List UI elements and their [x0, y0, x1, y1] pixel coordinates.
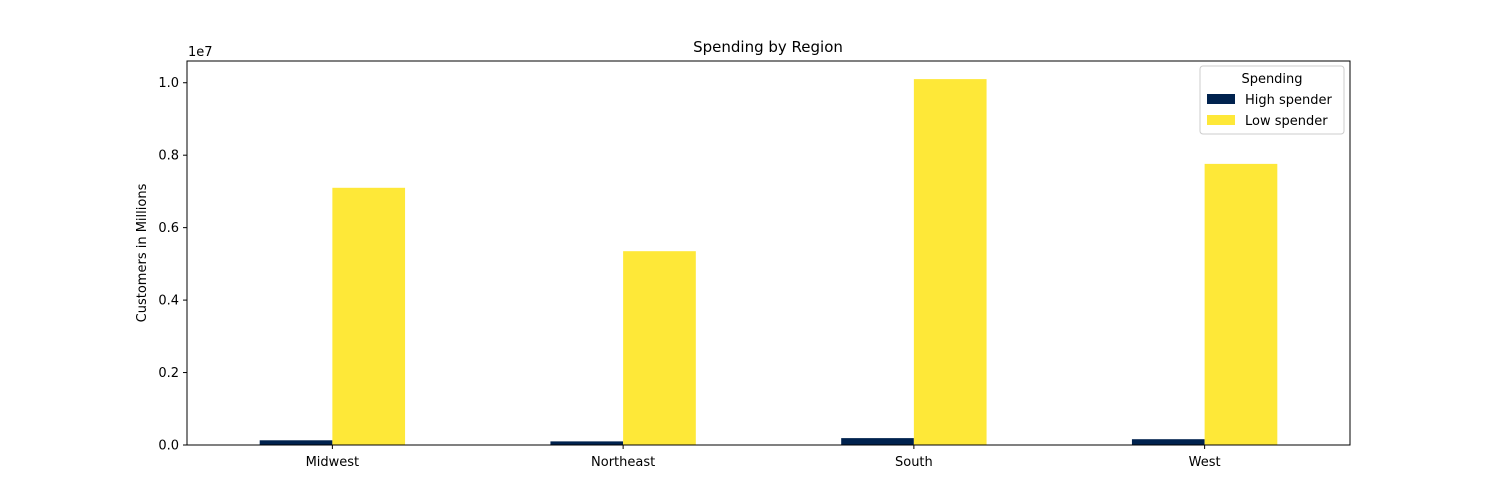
legend-box	[1199, 65, 1345, 135]
x-tick-label-south: South	[895, 455, 933, 470]
y-tick-label: 0.8	[158, 149, 179, 164]
plot-frame	[186, 60, 1351, 446]
legend-swatch-low-spender	[1207, 115, 1235, 125]
x-tick-label-midwest: Midwest	[306, 455, 360, 470]
y-tick-label: 0.2	[158, 366, 179, 381]
y-axis: 0.0 0.2 0.4 0.6 0.8 1.0	[158, 76, 187, 454]
y-tick-label: 0.4	[158, 294, 179, 309]
bar-low-spender-west	[1204, 163, 1278, 445]
y-axis-offset-label: 1e7	[188, 45, 213, 60]
bar-high-spender-northeast	[550, 441, 624, 445]
legend-label-high-spender: High spender	[1245, 93, 1333, 108]
bar-low-spender-northeast	[623, 251, 696, 445]
x-tick-label-west: West	[1189, 455, 1221, 470]
y-tick-label: 0.0	[158, 439, 179, 454]
bar-low-spender-south	[913, 79, 987, 445]
bars-group	[259, 79, 1278, 445]
bar-high-spender-south	[841, 438, 914, 445]
bar-high-spender-midwest	[259, 440, 333, 445]
x-axis: Midwest Northeast South West	[306, 445, 1221, 470]
y-tick-label: 0.6	[158, 221, 179, 236]
bar-low-spender-midwest	[332, 187, 406, 445]
legend-label-low-spender: Low spender	[1245, 114, 1328, 129]
y-tick-label: 1.0	[158, 76, 179, 91]
legend-title: Spending	[1241, 72, 1302, 87]
y-axis-label: Customers in Millions	[135, 183, 150, 322]
chart-title: Spending by Region	[693, 38, 843, 56]
x-tick-label-northeast: Northeast	[591, 455, 655, 470]
legend: Spending High spender Low spender	[1199, 65, 1345, 135]
legend-swatch-high-spender	[1207, 94, 1235, 104]
bar-high-spender-west	[1131, 439, 1205, 445]
